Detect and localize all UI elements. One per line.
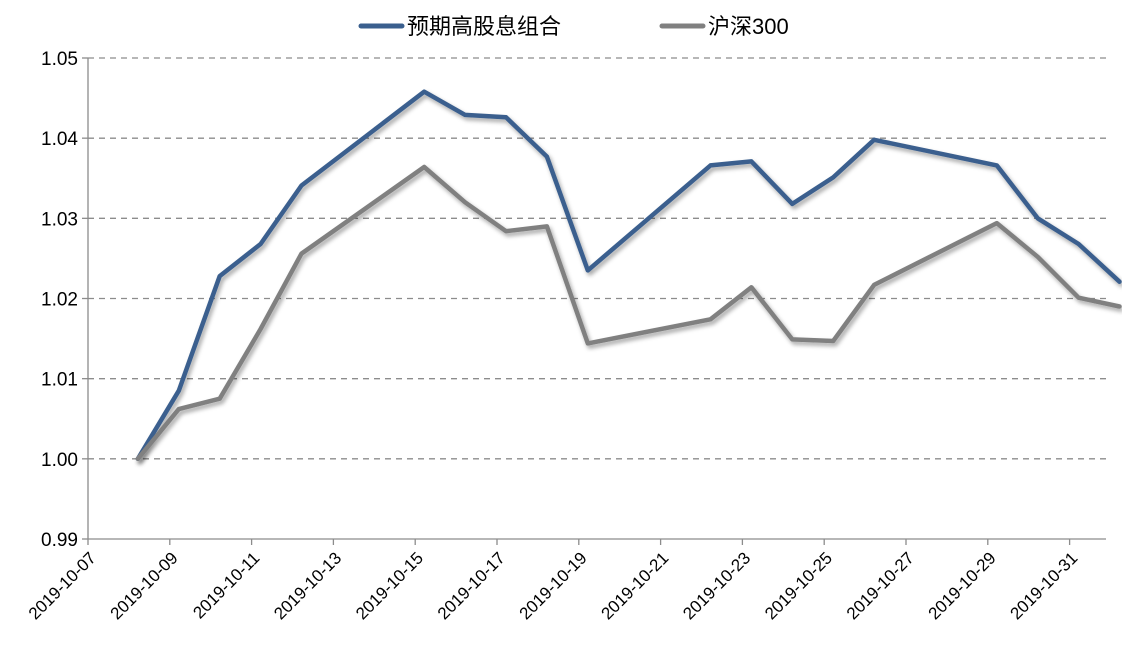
legend-item-csi300: 沪深300	[659, 14, 789, 39]
x-tick-label: 2019-10-31	[1006, 548, 1081, 623]
y-axis-ticks: 0.99 1.00 1.01 1.02 1.03 1.04 1.05	[41, 49, 78, 551]
y-tick-label: 1.04	[41, 129, 78, 150]
y-tick-label: 1.05	[41, 49, 78, 70]
legend-label-csi300: 沪深300	[708, 14, 789, 39]
y-tick-label: 1.02	[41, 290, 78, 311]
series-line-portfolio	[135, 89, 1122, 462]
x-tick-label: 2019-10-21	[597, 548, 672, 623]
x-tick-label: 2019-10-11	[189, 548, 263, 622]
y-tick-label: 0.99	[41, 530, 78, 551]
x-tick-label: 2019-10-23	[679, 548, 754, 623]
y-tick-label: 1.00	[41, 450, 78, 471]
x-tick-label: 2019-10-09	[107, 548, 182, 623]
y-tick-label: 1.03	[41, 209, 78, 230]
x-tick-label: 2019-10-15	[352, 548, 427, 623]
axes	[82, 57, 1106, 545]
x-tick-label: 2019-10-27	[843, 548, 918, 623]
x-tick-label: 2019-10-25	[761, 548, 836, 623]
x-tick-label: 2019-10-19	[516, 548, 591, 623]
series-lines	[135, 89, 1122, 462]
x-tick-label: 2019-10-17	[434, 548, 509, 623]
x-tick-label: 2019-10-07	[25, 548, 100, 623]
series-line-csi300	[135, 164, 1122, 462]
x-axis-ticks: 2019-10-07 2019-10-09 2019-10-11 2019-10-13…	[25, 548, 1082, 623]
legend: 预期高股息组合 沪深300	[358, 14, 789, 39]
legend-item-portfolio: 预期高股息组合	[358, 14, 561, 39]
x-tick-label: 2019-10-29	[925, 548, 1000, 623]
gridlines	[88, 57, 1106, 460]
x-tick-label: 2019-10-13	[270, 548, 345, 623]
y-tick-label: 1.01	[41, 370, 78, 391]
legend-label-portfolio: 预期高股息组合	[407, 14, 561, 39]
